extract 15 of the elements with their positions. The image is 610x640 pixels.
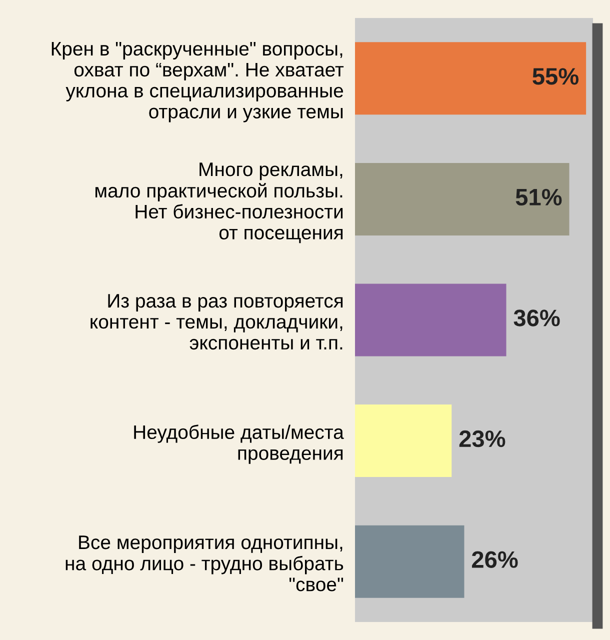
y-tick-label: Неудобные даты/места проведения [134, 424, 344, 464]
data-label: 55% [532, 68, 579, 85]
y-tick-label: Много рекламы, мало практической пользы. Нет бизнес-полезности от посещения [95, 162, 343, 244]
y-tick-label: Крен в "раскрученные" вопросы, охват по “верхам". Не хватает уклона в специализированные отрасли и узкие темы [52, 42, 344, 122]
bar [355, 404, 452, 478]
y-tick-label: Все мероприятия однотипны, на одно лицо - трудно выбрать "свое" [66, 536, 344, 592]
data-label: 51% [516, 188, 562, 206]
data-label: 36% [514, 310, 560, 326]
bar [355, 525, 464, 598]
bar [355, 284, 506, 356]
bar [355, 162, 570, 236]
y-tick-label: Из раза в раз повторяется контент - темы, докладчики, экспоненты и т.п. [90, 294, 343, 350]
data-label: 23% [459, 430, 506, 448]
data-label: 26% [472, 551, 518, 568]
bar [355, 42, 586, 115]
